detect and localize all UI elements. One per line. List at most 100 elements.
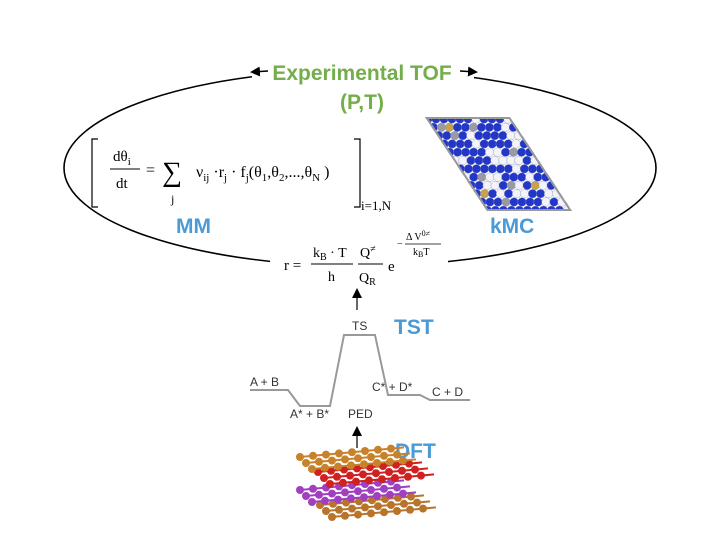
atom [380,508,388,517]
kmc-site [498,180,508,190]
kmc-site [492,122,502,132]
atom [378,475,386,484]
kmc-site [504,189,514,199]
kmc-site [540,122,550,132]
kmc-site [509,172,519,182]
kmc-site [527,164,537,174]
eq-part: dθ [113,149,128,165]
equals: = [146,162,155,179]
kmc-site [447,139,457,149]
kmc-site [579,131,588,140]
title-line2: (P,T) [340,91,384,114]
kmc-site [469,172,479,182]
atom [348,448,356,457]
kmc-site [592,189,601,198]
atom [322,450,330,459]
kmc-site [546,131,556,141]
atom [400,499,408,508]
atom [328,456,336,465]
atom [359,470,367,479]
kmc-site [600,165,609,174]
kmc-site [452,122,462,132]
atom [360,493,368,502]
kmc-site [453,172,463,182]
kmc-site [482,180,492,190]
kmc-site [616,189,625,198]
atom [341,511,349,520]
kmc-site [565,172,572,182]
kmc-site [506,131,516,141]
kmc-lattice [425,117,625,215]
atom [386,490,394,499]
atom [315,490,323,499]
kmc-site [511,139,521,149]
kmc-site [496,189,506,199]
kmc-site [568,189,572,199]
tst-dv: Δ V0≠ [406,229,431,243]
kmc-site [581,148,590,157]
atom [404,472,412,481]
atom [367,486,375,494]
kmc-site [533,172,543,182]
kmc-site [450,131,460,141]
kmc-site [493,147,503,157]
atom [348,504,356,513]
kmc-site [567,139,572,149]
atom [391,474,399,482]
atom [328,489,336,498]
atom [352,477,360,486]
kmc-site [582,173,591,182]
mask [252,60,474,85]
kmc-site [522,155,532,165]
kmc-site [544,189,554,199]
tst-e: e [388,259,395,275]
tst-numerator: kB · T [313,246,347,263]
atom [393,450,401,459]
kmc-site [579,206,588,215]
kmc-site [503,164,513,174]
kmc-site [576,165,585,174]
kmc-site [487,139,497,149]
atom [386,457,394,466]
kmc-site [598,173,607,182]
kmc-site [464,189,474,199]
kmc-border [425,117,572,211]
label-tst: TST [394,316,434,339]
eq-sub: j [245,172,249,184]
numerator: dθi [113,149,131,168]
kmc-site [595,156,604,165]
kmc-site [514,180,524,190]
sum: ∑ [162,157,182,188]
kmc-site [460,122,470,132]
kmc-site [517,197,527,207]
atom [308,465,316,473]
sum-index: j [170,192,174,206]
atom [367,453,375,461]
kmc-site [576,140,585,149]
atom [347,461,355,470]
atom [354,510,362,519]
kmc-site [579,156,588,165]
atom [296,486,304,494]
atom [354,487,362,496]
atom [346,471,354,480]
denominator: dt [116,176,129,192]
kmc-site [490,155,500,165]
kmc-site [524,122,534,132]
kmc-site [522,180,532,190]
kmc-site [480,189,490,199]
kmc-site [485,147,495,157]
kmc-site [595,181,604,190]
atom [373,459,381,467]
eq-part: ,...,θ [284,164,312,181]
atom [296,453,304,461]
kmc-site [437,147,447,157]
atom [361,503,369,512]
kmc-site [509,147,519,157]
kmc-site [546,155,556,165]
ped-state: C* + D* [372,380,413,394]
ped-curve [250,334,470,407]
kmc-site [488,189,498,199]
ped-caption: PED [348,407,373,421]
kmc-site [469,197,479,207]
